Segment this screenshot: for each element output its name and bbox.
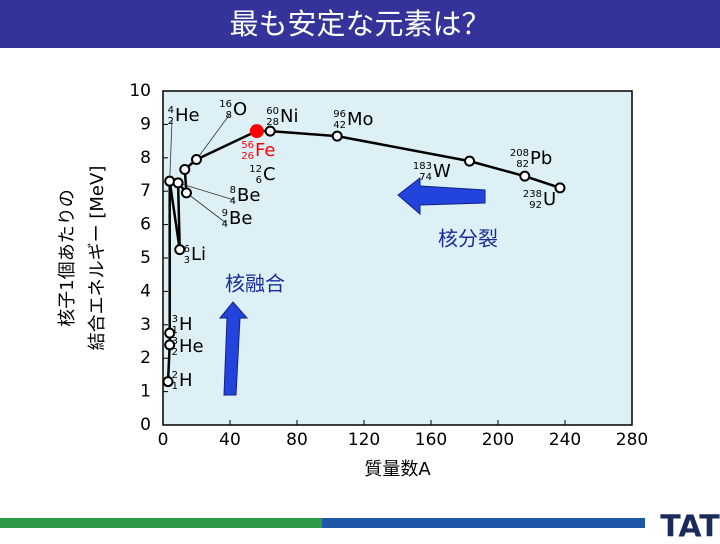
x-tick-label: 120 bbox=[348, 430, 380, 450]
isotope-z: 74 bbox=[419, 172, 432, 183]
isotope-z: 1 bbox=[172, 381, 178, 392]
data-point bbox=[249, 124, 264, 139]
isotope-symbol: H bbox=[179, 370, 193, 391]
data-point bbox=[264, 125, 276, 137]
isotope-symbol: Ni bbox=[280, 106, 298, 127]
slide-title: 最も安定な元素は？ bbox=[229, 7, 490, 41]
data-point bbox=[164, 327, 176, 339]
y-tick-label: 10 bbox=[129, 81, 151, 101]
isotope-symbol: He bbox=[175, 105, 200, 126]
isotope-mass: 3 bbox=[172, 336, 178, 347]
isotope-mass: 2 bbox=[172, 370, 178, 381]
isotope-z: 42 bbox=[333, 120, 346, 131]
isotope-z: 4 bbox=[222, 219, 228, 230]
y-tick-label: 5 bbox=[140, 248, 151, 268]
annotation: 核融合 bbox=[225, 272, 285, 296]
isotope-mass: 9 bbox=[222, 208, 228, 219]
data-point bbox=[464, 155, 476, 167]
data-point bbox=[174, 244, 186, 256]
data-point bbox=[179, 163, 191, 175]
y-tick-label: 7 bbox=[140, 181, 151, 201]
footer-stripe bbox=[0, 518, 322, 528]
isotope-z: 3 bbox=[184, 255, 190, 266]
y-tick-label: 8 bbox=[140, 148, 151, 168]
x-tick-label: 200 bbox=[482, 430, 514, 450]
y-tick-label: 2 bbox=[140, 348, 151, 368]
isotope-mass: 238 bbox=[523, 189, 542, 200]
y-axis-label: 核子1個あたりの bbox=[57, 189, 78, 326]
isotope-z: 92 bbox=[529, 200, 542, 211]
y-tick-label: 9 bbox=[140, 114, 151, 134]
arrow-fusion bbox=[218, 301, 249, 396]
isotope-symbol: Mo bbox=[347, 109, 374, 130]
y-tick-label: 1 bbox=[140, 382, 151, 402]
header-bar bbox=[0, 0, 720, 48]
isotope-symbol: He bbox=[179, 336, 204, 357]
isotope-symbol: U bbox=[543, 189, 556, 210]
isotope-symbol: Fe bbox=[255, 140, 275, 161]
data-point bbox=[554, 182, 566, 194]
isotope-symbol: W bbox=[433, 161, 451, 182]
isotope-z: 4 bbox=[230, 196, 236, 207]
isotope-mass: 60 bbox=[266, 106, 279, 117]
leader-line bbox=[186, 192, 227, 224]
x-axis-label: 質量数A bbox=[364, 459, 431, 480]
arrow-fission bbox=[397, 176, 486, 216]
footer-stripe bbox=[322, 518, 645, 528]
y-tick-label: 0 bbox=[140, 415, 151, 435]
y-axis-label: 結合エネルギー [MeV] bbox=[87, 166, 108, 351]
isotope-z: 1 bbox=[172, 325, 178, 336]
y-tick-label: 3 bbox=[140, 315, 151, 335]
isotope-mass: 96 bbox=[333, 109, 346, 120]
isotope-symbol: C bbox=[263, 164, 276, 185]
isotope-symbol: H bbox=[179, 314, 193, 335]
x-tick-label: 160 bbox=[415, 430, 447, 450]
isotope-symbol: Be bbox=[229, 208, 252, 229]
isotope-symbol: Be bbox=[237, 185, 260, 206]
x-tick-label: 240 bbox=[549, 430, 581, 450]
isotope-mass: 12 bbox=[249, 164, 262, 175]
data-point bbox=[180, 187, 192, 199]
isotope-z: 2 bbox=[172, 347, 178, 358]
data-point bbox=[519, 170, 531, 182]
x-tick-label: 80 bbox=[286, 430, 308, 450]
isotope-mass: 56 bbox=[241, 140, 254, 151]
x-tick-label: 0 bbox=[158, 430, 169, 450]
x-tick-label: 40 bbox=[219, 430, 241, 450]
data-point bbox=[331, 130, 343, 142]
isotope-symbol: Li bbox=[191, 244, 206, 265]
leader-line bbox=[169, 119, 173, 182]
data-point bbox=[164, 339, 176, 351]
isotope-z: 8 bbox=[226, 110, 232, 121]
isotope-mass: 6 bbox=[184, 244, 190, 255]
x-tick-label: 280 bbox=[616, 430, 648, 450]
isotope-symbol: O bbox=[233, 99, 247, 120]
y-tick-label: 6 bbox=[140, 215, 151, 235]
isotope-symbol: Pb bbox=[530, 148, 552, 169]
isotope-z: 2 bbox=[168, 116, 174, 127]
isotope-z: 28 bbox=[266, 117, 279, 128]
isotope-z: 6 bbox=[256, 175, 262, 186]
y-tick-label: 4 bbox=[140, 281, 151, 301]
data-point bbox=[191, 153, 202, 165]
isotope-mass: 4 bbox=[168, 105, 174, 116]
isotope-z: 26 bbox=[241, 151, 254, 162]
data-point bbox=[162, 376, 174, 388]
isotope-mass: 183 bbox=[413, 161, 432, 172]
isotope-mass: 3 bbox=[172, 314, 178, 325]
isotope-z: 82 bbox=[516, 159, 529, 170]
leader-line bbox=[177, 182, 235, 201]
isotope-mass: 8 bbox=[230, 185, 236, 196]
leader-line bbox=[196, 113, 231, 160]
isotope-mass: 208 bbox=[510, 148, 529, 159]
isotope-mass: 16 bbox=[219, 99, 232, 110]
data-point bbox=[172, 177, 184, 189]
logo: TAT bbox=[660, 510, 720, 541]
annotation: 核分裂 bbox=[438, 227, 498, 251]
